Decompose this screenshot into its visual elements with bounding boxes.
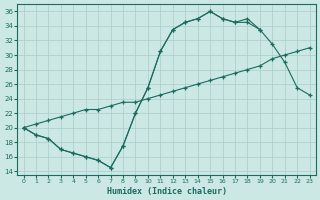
- X-axis label: Humidex (Indice chaleur): Humidex (Indice chaleur): [107, 187, 227, 196]
